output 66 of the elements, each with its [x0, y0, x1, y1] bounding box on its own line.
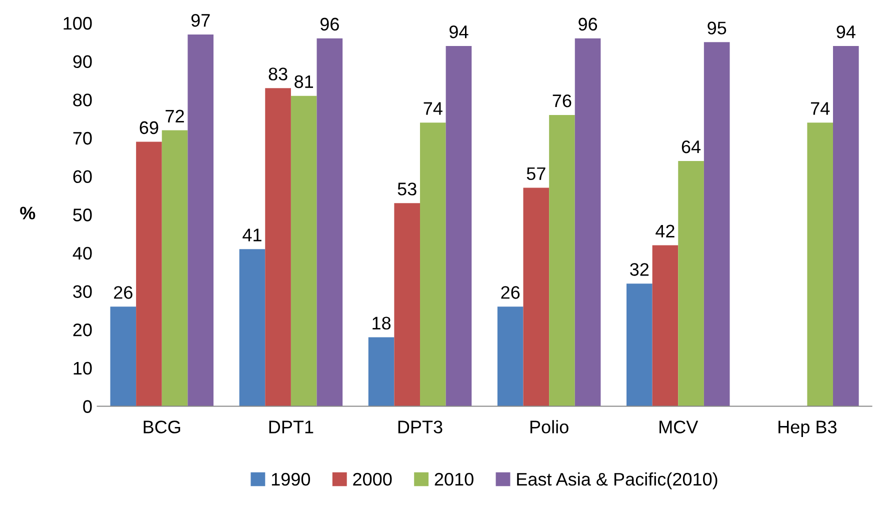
bar [523, 188, 550, 406]
legend-label: 2000 [353, 472, 392, 486]
bar [110, 306, 136, 406]
data-label: 74 [424, 102, 442, 115]
legend-label: 1990 [272, 472, 310, 486]
legend-label: East Asia & Pacific(2010) [517, 472, 718, 490]
y-tick-label: 70 [73, 132, 92, 145]
bar [239, 249, 266, 406]
y-tick-label: 90 [73, 55, 92, 68]
data-label: 69 [140, 121, 158, 134]
data-label: 83 [268, 68, 288, 80]
data-label: 94 [450, 25, 468, 38]
x-tick-label: Hep B3 [778, 420, 837, 437]
bar [265, 88, 291, 406]
data-label: 76 [552, 94, 572, 108]
bar [420, 122, 446, 406]
data-label: 41 [242, 228, 262, 242]
x-tick-label: Polio [530, 420, 568, 434]
bar [188, 34, 214, 406]
bar [549, 114, 575, 406]
bar [162, 130, 188, 406]
bar [394, 203, 420, 406]
bar [652, 245, 678, 406]
x-tick-label: BCG [144, 420, 180, 434]
y-tick-label: 60 [73, 170, 92, 184]
data-label: 53 [398, 182, 416, 196]
bar [626, 284, 652, 406]
data-label: 97 [191, 14, 210, 27]
y-tick-label: 40 [72, 246, 92, 260]
x-tick-label: DPT3 [398, 420, 442, 434]
data-label: 81 [294, 75, 314, 88]
y-tick-label: 80 [73, 94, 92, 106]
x-tick-label: MCV [660, 420, 698, 434]
bar [497, 306, 524, 406]
y-tick-label: 0 [83, 400, 92, 413]
data-label: 57 [526, 167, 546, 180]
y-axis-title: % [20, 206, 36, 220]
bar [368, 337, 394, 406]
bar [678, 160, 704, 406]
data-label: 18 [372, 316, 391, 330]
y-tick-label: 30 [73, 285, 92, 298]
data-label: 26 [501, 286, 520, 299]
bar [136, 142, 162, 406]
data-label: 32 [630, 263, 649, 276]
bar [446, 46, 472, 406]
data-label: 64 [682, 140, 701, 154]
bar [316, 38, 343, 406]
y-tick-label: 20 [73, 324, 92, 336]
bar [807, 122, 834, 406]
y-tick-label: 50 [73, 208, 92, 222]
data-label: 42 [656, 224, 674, 238]
data-label: 72 [166, 110, 184, 122]
y-tick-label: 100 [64, 16, 92, 30]
bar [290, 96, 317, 406]
bar [574, 38, 601, 406]
bar [833, 46, 859, 406]
data-label: 95 [708, 22, 726, 34]
bar [704, 42, 730, 406]
y-tick-label: 10 [74, 362, 92, 375]
data-label: 74 [810, 102, 830, 115]
x-tick-label: DPT1 [269, 420, 314, 434]
legend-label: 2010 [434, 472, 474, 486]
data-label: 96 [320, 18, 339, 31]
data-label: 96 [578, 18, 598, 31]
data-label: 94 [836, 25, 856, 38]
data-label: 26 [114, 286, 132, 299]
